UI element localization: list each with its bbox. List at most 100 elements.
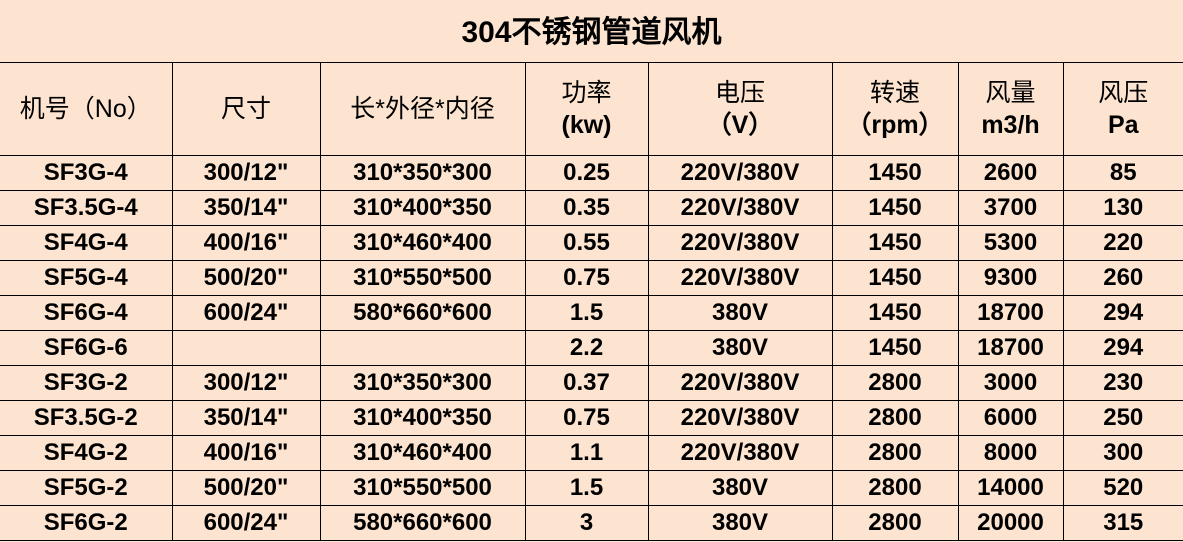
data-cell: 18700 xyxy=(957,295,1064,331)
header-text: (kw) xyxy=(561,111,612,139)
data-row: SF6G-2 600/24" 580*660*600 3 380V 2800 20000 31… xyxy=(0,505,1183,541)
data-cell: 350/14" xyxy=(171,400,321,436)
header-cell: 转速 （rpm） xyxy=(831,62,959,156)
header-text: 长*外径*内径 xyxy=(350,95,495,123)
data-cell: 310*550*500 xyxy=(319,470,526,506)
data-cell: 220V/380V xyxy=(647,400,833,436)
data-cell: 1450 xyxy=(831,260,959,296)
data-cell: 6000 xyxy=(957,400,1064,436)
data-row: SF5G-4 500/20" 310*550*500 0.75 220V/380V 145… xyxy=(0,260,1183,296)
data-cell: 230 xyxy=(1062,365,1183,401)
data-cell: 310*400*350 xyxy=(319,190,526,226)
header-text: 风压 xyxy=(1098,79,1149,107)
header-text: 机号（No） xyxy=(19,95,152,123)
data-cell: 380V xyxy=(647,505,833,541)
header-cell: 长*外径*内径 xyxy=(319,62,526,156)
data-cell: 8000 xyxy=(957,435,1064,471)
data-cell: 0.55 xyxy=(524,225,649,261)
data-row: SF4G-4 400/16" 310*460*400 0.55 220V/380V 145… xyxy=(0,225,1183,261)
data-row: SF6G-6 2.2 380V 1450 18700 294 xyxy=(0,330,1183,366)
data-cell: SF3.5G-2 xyxy=(0,400,173,436)
data-cell: 1450 xyxy=(831,225,959,261)
table-title: 304不锈钢管道风机 xyxy=(461,16,722,49)
data-cell: 520 xyxy=(1062,470,1183,506)
data-cell: 20000 xyxy=(957,505,1064,541)
data-cell: 18700 xyxy=(957,330,1064,366)
data-cell: 300/12" xyxy=(171,155,321,191)
data-cell: 5300 xyxy=(957,225,1064,261)
spec-table: 机号（No） 尺寸 长*外径*内径 功率 (kw) 电压 （V） 转速 （rpm） 风量 m3/h 风… xyxy=(0,62,1183,541)
data-cell xyxy=(171,330,321,366)
data-cell: 2600 xyxy=(957,155,1064,191)
header-text: （V） xyxy=(706,111,774,139)
data-cell: SF6G-6 xyxy=(0,330,173,366)
data-cell: 0.75 xyxy=(524,400,649,436)
data-cell: 2800 xyxy=(831,435,959,471)
header-cell: 功率 (kw) xyxy=(524,62,649,156)
data-cell xyxy=(319,330,526,366)
data-cell: 294 xyxy=(1062,295,1183,331)
header-text: （rpm） xyxy=(846,111,944,139)
data-cell: 3700 xyxy=(957,190,1064,226)
header-cell: 风量 m3/h xyxy=(957,62,1064,156)
header-text: 尺寸 xyxy=(220,95,271,123)
data-cell: SF3G-4 xyxy=(0,155,173,191)
data-cell: 600/24" xyxy=(171,505,321,541)
data-cell: 310*350*300 xyxy=(319,155,526,191)
data-row: SF3.5G-2 350/14" 310*400*350 0.75 220V/380V 2… xyxy=(0,400,1183,436)
data-cell: 315 xyxy=(1062,505,1183,541)
data-cell: 220V/380V xyxy=(647,190,833,226)
data-cell: 310*550*500 xyxy=(319,260,526,296)
data-cell: 380V xyxy=(647,470,833,506)
data-cell: 220V/380V xyxy=(647,435,833,471)
data-cell: 1.1 xyxy=(524,435,649,471)
data-cell: 400/16" xyxy=(171,225,321,261)
data-cell: 580*660*600 xyxy=(319,505,526,541)
data-cell: SF4G-4 xyxy=(0,225,173,261)
data-cell: 380V xyxy=(647,330,833,366)
data-row: SF6G-4 600/24" 580*660*600 1.5 380V 1450 18700… xyxy=(0,295,1183,331)
data-cell: SF3G-2 xyxy=(0,365,173,401)
header-row: 机号（No） 尺寸 长*外径*内径 功率 (kw) 电压 （V） 转速 （rpm） 风量 m3/h 风… xyxy=(0,62,1183,156)
data-cell: SF4G-2 xyxy=(0,435,173,471)
data-cell: 2800 xyxy=(831,505,959,541)
data-cell: 294 xyxy=(1062,330,1183,366)
header-text: 电压 xyxy=(714,79,765,107)
data-cell: 1.5 xyxy=(524,295,649,331)
data-cell: 500/20" xyxy=(171,470,321,506)
data-cell: 3 xyxy=(524,505,649,541)
data-cell: 220V/380V xyxy=(647,155,833,191)
data-cell: 2800 xyxy=(831,365,959,401)
data-cell: 1450 xyxy=(831,330,959,366)
data-cell: 300 xyxy=(1062,435,1183,471)
data-cell: 500/20" xyxy=(171,260,321,296)
data-cell: 250 xyxy=(1062,400,1183,436)
data-cell: 310*350*300 xyxy=(319,365,526,401)
data-cell: 0.35 xyxy=(524,190,649,226)
data-cell: 260 xyxy=(1062,260,1183,296)
data-cell: 85 xyxy=(1062,155,1183,191)
data-cell: 3000 xyxy=(957,365,1064,401)
data-row: SF3.5G-4 350/14" 310*400*350 0.35 220V/380V 1… xyxy=(0,190,1183,226)
data-cell: 14000 xyxy=(957,470,1064,506)
header-text: 风量 xyxy=(985,79,1036,107)
data-row: SF3G-2 300/12" 310*350*300 0.37 220V/380V 280… xyxy=(0,365,1183,401)
data-cell: 310*400*350 xyxy=(319,400,526,436)
data-cell: 600/24" xyxy=(171,295,321,331)
data-cell: SF3.5G-4 xyxy=(0,190,173,226)
data-cell: 220V/380V xyxy=(647,365,833,401)
data-cell: 2800 xyxy=(831,470,959,506)
header-cell: 机号（No） xyxy=(0,62,173,156)
data-row: SF5G-2 500/20" 310*550*500 1.5 380V 2800 14000… xyxy=(0,470,1183,506)
header-text: m3/h xyxy=(981,111,1040,139)
header-text: Pa xyxy=(1107,111,1139,139)
data-cell: 400/16" xyxy=(171,435,321,471)
data-cell: 0.37 xyxy=(524,365,649,401)
data-cell: 380V xyxy=(647,295,833,331)
data-cell: 1450 xyxy=(831,295,959,331)
data-cell: 9300 xyxy=(957,260,1064,296)
header-cell: 尺寸 xyxy=(171,62,321,156)
data-row: SF3G-4 300/12" 310*350*300 0.25 220V/380V 145… xyxy=(0,155,1183,191)
data-cell: 130 xyxy=(1062,190,1183,226)
